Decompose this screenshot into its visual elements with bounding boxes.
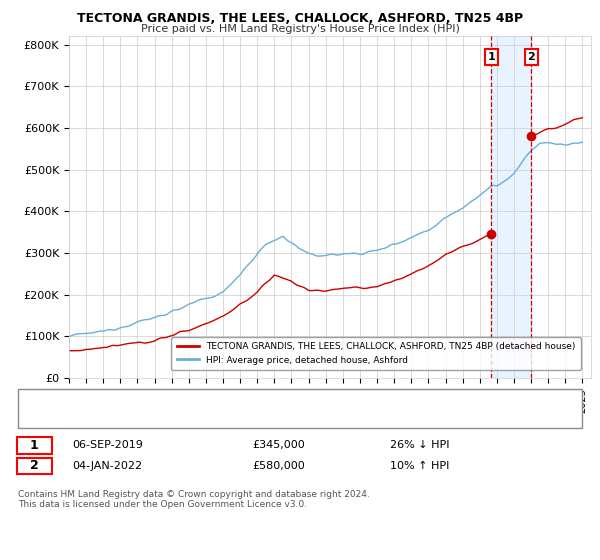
Text: Price paid vs. HM Land Registry's House Price Index (HPI): Price paid vs. HM Land Registry's House … bbox=[140, 24, 460, 34]
Text: ———: ——— bbox=[30, 390, 67, 403]
Text: £345,000: £345,000 bbox=[252, 440, 305, 450]
Text: 26% ↓ HPI: 26% ↓ HPI bbox=[390, 440, 449, 450]
Bar bbox=[491, 36, 532, 378]
Text: 2: 2 bbox=[527, 52, 535, 62]
Text: HPI: Average price, detached house, Ashford: HPI: Average price, detached house, Ashf… bbox=[66, 410, 268, 419]
Text: 2: 2 bbox=[30, 459, 38, 473]
Text: ———: ——— bbox=[30, 408, 67, 421]
Text: TECTONA GRANDIS, THE LEES, CHALLOCK, ASHFORD, TN25 4BP (detached house): TECTONA GRANDIS, THE LEES, CHALLOCK, ASH… bbox=[66, 392, 436, 401]
Text: 06-SEP-2019: 06-SEP-2019 bbox=[72, 440, 143, 450]
Text: 04-JAN-2022: 04-JAN-2022 bbox=[72, 461, 142, 471]
Text: 1: 1 bbox=[30, 438, 38, 452]
Text: Contains HM Land Registry data © Crown copyright and database right 2024.
This d: Contains HM Land Registry data © Crown c… bbox=[18, 490, 370, 510]
Text: 1: 1 bbox=[488, 52, 495, 62]
Text: TECTONA GRANDIS, THE LEES, CHALLOCK, ASHFORD, TN25 4BP: TECTONA GRANDIS, THE LEES, CHALLOCK, ASH… bbox=[77, 12, 523, 25]
Legend: TECTONA GRANDIS, THE LEES, CHALLOCK, ASHFORD, TN25 4BP (detached house), HPI: Av: TECTONA GRANDIS, THE LEES, CHALLOCK, ASH… bbox=[171, 337, 581, 370]
Text: £580,000: £580,000 bbox=[252, 461, 305, 471]
Text: 10% ↑ HPI: 10% ↑ HPI bbox=[390, 461, 449, 471]
